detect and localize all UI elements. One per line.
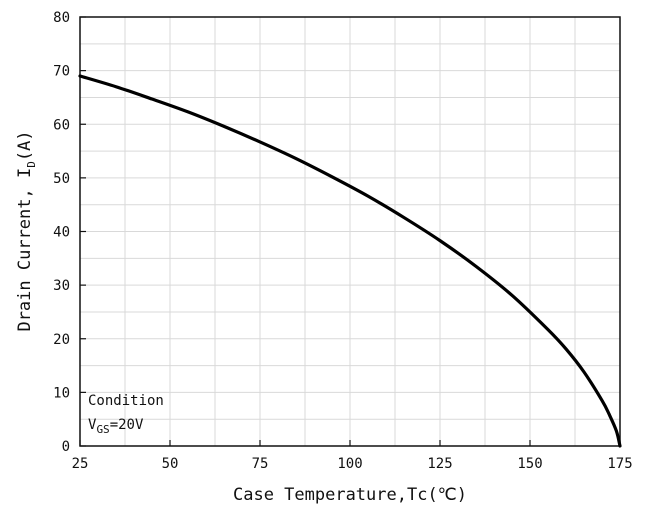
- x-tick-labels: 25 50 75 100 125 150 175: [72, 456, 633, 472]
- vgs-condition-label: VGS=20V: [88, 417, 144, 436]
- y-tick-label: 40: [53, 225, 70, 241]
- y-tick-label: 50: [53, 171, 70, 187]
- x-tick-label: 100: [337, 456, 362, 472]
- y-tick-label: 70: [53, 64, 70, 80]
- x-tick-label: 125: [427, 456, 452, 472]
- y-tick-label: 20: [53, 332, 70, 348]
- y-tick-label: 60: [53, 117, 70, 133]
- y-axis-title: Drain Current, ID(A): [15, 130, 38, 331]
- grid-lines: [79, 16, 621, 447]
- y-axis-title-unit: (A): [15, 130, 35, 161]
- y-axis-title-subscript: D: [25, 161, 38, 168]
- drain-current-curve: [78, 74, 622, 448]
- x-tick-label: 25: [72, 456, 89, 472]
- y-tick-labels: 0 10 20 30 40 50 60 70 80: [53, 10, 70, 455]
- condition-label: Condition: [88, 393, 164, 409]
- y-axis-title-main: Drain Current, I: [15, 168, 35, 332]
- vgs-subscript: GS: [96, 423, 109, 436]
- x-tick-label: 150: [517, 456, 542, 472]
- y-tick-label: 80: [53, 10, 70, 26]
- x-axis-title: Case Temperature,Tc(℃): [233, 485, 467, 505]
- y-tick-label: 0: [62, 439, 70, 455]
- vgs-value: =20V: [110, 417, 144, 433]
- vgs-main: V: [88, 417, 97, 433]
- x-tick-label: 50: [162, 456, 179, 472]
- x-tick-label: 75: [252, 456, 269, 472]
- y-tick-label: 10: [53, 385, 70, 401]
- y-tick-label: 30: [53, 278, 70, 294]
- x-tick-label: 175: [607, 456, 632, 472]
